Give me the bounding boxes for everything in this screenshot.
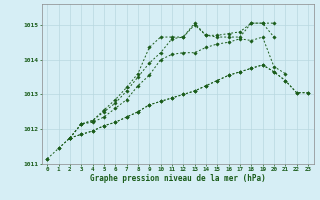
X-axis label: Graphe pression niveau de la mer (hPa): Graphe pression niveau de la mer (hPa) <box>90 174 266 183</box>
